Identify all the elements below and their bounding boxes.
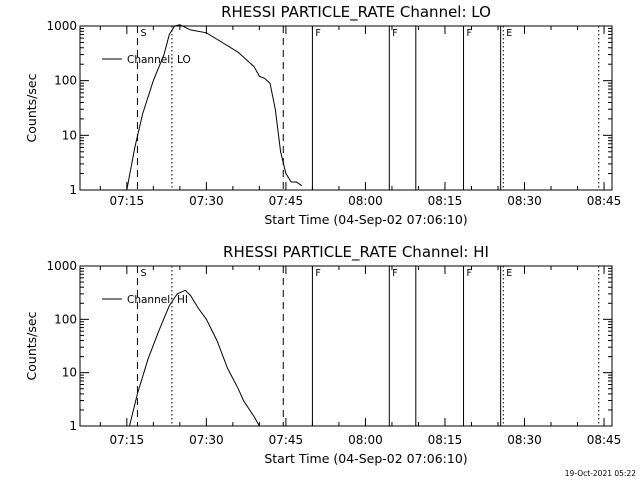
legend-label: Channel: LO bbox=[127, 54, 191, 66]
event-marker-label: F bbox=[467, 28, 472, 39]
y-tick-label: 10 bbox=[62, 128, 77, 142]
y-tick-label: 1 bbox=[69, 419, 77, 433]
y-tick-label: 1000 bbox=[46, 19, 77, 33]
x-axis-label: Start Time (04-Sep-02 07:06:10) bbox=[264, 212, 467, 227]
event-marker-label: F bbox=[467, 268, 472, 279]
x-tick-label: 07:15 bbox=[110, 433, 145, 447]
chart-title: RHESSI PARTICLE_RATE Channel: HI bbox=[223, 243, 489, 262]
event-marker-label: F bbox=[392, 28, 397, 39]
x-tick-label: 08:00 bbox=[348, 194, 383, 208]
footer-timestamp: 19-Oct-2021 05:22 bbox=[565, 469, 636, 478]
y-axis-label: Counts/sec bbox=[24, 311, 39, 380]
x-tick-label: 07:45 bbox=[269, 194, 304, 208]
x-tick-label: 07:30 bbox=[189, 433, 224, 447]
series-line bbox=[126, 24, 303, 191]
x-tick-label: 07:45 bbox=[269, 433, 304, 447]
event-marker-label: S bbox=[140, 28, 146, 39]
event-marker-label: F bbox=[392, 268, 397, 279]
y-tick-label: 1 bbox=[69, 183, 77, 197]
y-tick-label: 10 bbox=[62, 366, 77, 380]
chart-title: RHESSI PARTICLE_RATE Channel: LO bbox=[221, 3, 491, 22]
x-tick-label: 08:30 bbox=[507, 433, 542, 447]
plot-frame bbox=[79, 265, 613, 427]
x-tick-label: 08:45 bbox=[587, 194, 622, 208]
chart-panel-1: RHESSI PARTICLE_RATE Channel: LO 1 10 100 10… bbox=[24, 3, 621, 227]
legend-label: Channel: HI bbox=[127, 294, 188, 306]
plot-frame bbox=[79, 25, 613, 191]
y-tick-label: 100 bbox=[54, 312, 77, 326]
x-tick-label: 07:15 bbox=[110, 194, 145, 208]
x-tick-label: 08:45 bbox=[587, 433, 622, 447]
y-tick-label: 100 bbox=[54, 74, 77, 88]
x-tick-label: 07:30 bbox=[189, 194, 224, 208]
chart-panel-2: RHESSI PARTICLE_RATE Channel: HI 1 10 100 10… bbox=[24, 243, 621, 466]
x-tick-label: 08:15 bbox=[428, 433, 463, 447]
event-marker-label: F bbox=[315, 268, 320, 279]
y-tick-label: 1000 bbox=[46, 259, 77, 273]
x-tick-label: 08:15 bbox=[428, 194, 463, 208]
event-marker-label: E bbox=[506, 268, 512, 279]
event-marker-label: E bbox=[506, 28, 512, 39]
x-tick-label: 08:00 bbox=[348, 433, 383, 447]
y-axis-label: Counts/sec bbox=[24, 73, 39, 142]
event-marker-label: S bbox=[140, 268, 146, 279]
series-line bbox=[129, 289, 260, 427]
event-marker-label: F bbox=[315, 28, 320, 39]
x-tick-label: 08:30 bbox=[507, 194, 542, 208]
x-axis-label: Start Time (04-Sep-02 07:06:10) bbox=[264, 451, 467, 466]
